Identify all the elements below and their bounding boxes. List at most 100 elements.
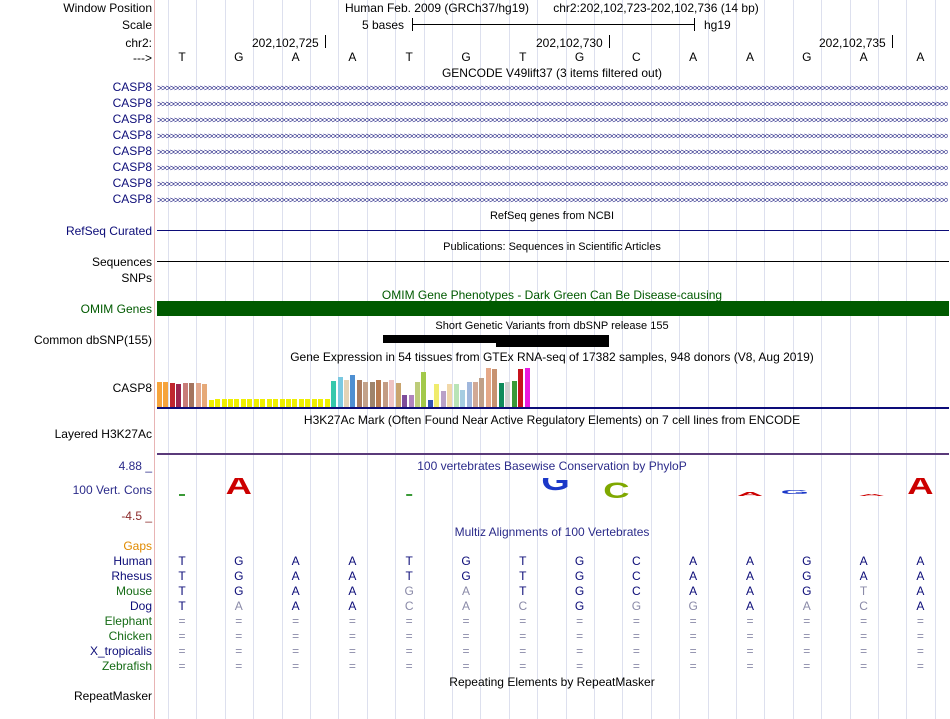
gencode-transcript-arrows[interactable]: >>>>>>>>>>>>>>>>>>>>>>>>>>>>>>>>>>>>>>>>…	[157, 147, 948, 157]
gtex-tissue-bar[interactable]	[466, 382, 472, 407]
gtex-tissue-bar[interactable]	[286, 399, 292, 407]
gtex-tissue-bar[interactable]	[389, 380, 395, 407]
gencode-transcript-arrows[interactable]: >>>>>>>>>>>>>>>>>>>>>>>>>>>>>>>>>>>>>>>>…	[157, 115, 948, 125]
gtex-tissue-bar[interactable]	[292, 399, 298, 407]
gtex-gene-label[interactable]: CASP8	[112, 381, 152, 395]
gtex-tissue-bar[interactable]	[356, 380, 362, 407]
gtex-tissue-bar[interactable]	[195, 383, 201, 407]
gencode-transcript-label[interactable]: CASP8	[112, 128, 152, 142]
gtex-tissue-bar[interactable]	[273, 399, 279, 407]
snps-track-label[interactable]: SNPs	[121, 271, 152, 285]
track-image-area[interactable]	[155, 0, 950, 719]
gencode-transcript-arrows[interactable]: >>>>>>>>>>>>>>>>>>>>>>>>>>>>>>>>>>>>>>>>…	[157, 131, 948, 141]
gtex-tissue-bar[interactable]	[382, 382, 388, 407]
gtex-tissue-bar[interactable]	[440, 391, 446, 407]
gtex-tissue-bar[interactable]	[189, 383, 195, 407]
gtex-tissue-bar[interactable]	[163, 382, 169, 407]
gtex-tissue-bar[interactable]	[305, 399, 311, 407]
gtex-tissue-bar[interactable]	[169, 383, 175, 407]
species-label[interactable]: Mouse	[115, 584, 152, 598]
gtex-tissue-bar[interactable]	[176, 384, 182, 407]
gencode-transcript-arrows[interactable]: >>>>>>>>>>>>>>>>>>>>>>>>>>>>>>>>>>>>>>>>…	[157, 83, 948, 93]
gencode-transcript-label[interactable]: CASP8	[112, 160, 152, 174]
repeatmasker-track-label[interactable]: RepeatMasker	[73, 689, 152, 703]
omim-track-label[interactable]: OMIM Genes	[80, 302, 152, 316]
gtex-tissue-bar[interactable]	[395, 383, 401, 407]
gtex-tissue-bar[interactable]	[234, 399, 240, 407]
gtex-tissue-bar[interactable]	[414, 382, 420, 407]
gtex-tissue-bar[interactable]	[408, 395, 414, 407]
gtex-bar-chart[interactable]	[157, 366, 949, 407]
gencode-transcript-label[interactable]: CASP8	[112, 176, 152, 190]
gencode-transcript-arrows[interactable]: >>>>>>>>>>>>>>>>>>>>>>>>>>>>>>>>>>>>>>>>…	[157, 195, 948, 205]
gtex-tissue-bar[interactable]	[369, 382, 375, 407]
gtex-tissue-bar[interactable]	[324, 399, 330, 407]
gtex-tissue-bar[interactable]	[427, 400, 433, 407]
gencode-transcript-label[interactable]: CASP8	[112, 144, 152, 158]
gtex-tissue-bar[interactable]	[337, 377, 343, 407]
h3k27ac-track-label[interactable]: Layered H3K27Ac	[54, 427, 152, 441]
species-label[interactable]: Dog	[129, 599, 152, 613]
gtex-tissue-bar[interactable]	[363, 382, 369, 407]
gtex-tissue-bar[interactable]	[331, 381, 337, 407]
gtex-tissue-bar[interactable]	[402, 395, 408, 407]
gtex-tissue-bar[interactable]	[240, 399, 246, 407]
gtex-tissue-bar[interactable]	[298, 399, 304, 407]
gtex-tissue-bar[interactable]	[221, 399, 227, 407]
species-label[interactable]: X_tropicalis	[89, 644, 152, 658]
gencode-transcript-arrows[interactable]: >>>>>>>>>>>>>>>>>>>>>>>>>>>>>>>>>>>>>>>>…	[157, 163, 948, 173]
gtex-tissue-bar[interactable]	[344, 380, 350, 407]
gtex-tissue-bar[interactable]	[524, 368, 530, 407]
gtex-tissue-bar[interactable]	[505, 382, 511, 407]
species-label[interactable]: Human	[113, 554, 152, 568]
gencode-transcript-label[interactable]: CASP8	[112, 112, 152, 126]
publications-line[interactable]	[157, 261, 949, 262]
species-label[interactable]: Elephant	[104, 614, 152, 628]
gtex-tissue-bar[interactable]	[498, 383, 504, 407]
gtex-tissue-bar[interactable]	[182, 383, 188, 407]
refseq-track-label[interactable]: RefSeq Curated	[65, 224, 152, 238]
gtex-tissue-bar[interactable]	[202, 384, 208, 407]
gtex-tissue-bar[interactable]	[215, 399, 221, 407]
gencode-transcript-label[interactable]: CASP8	[112, 96, 152, 110]
gtex-tissue-bar[interactable]	[460, 390, 466, 407]
gtex-tissue-bar[interactable]	[518, 369, 524, 407]
gtex-tissue-bar[interactable]	[279, 399, 285, 407]
gtex-tissue-bar[interactable]	[434, 384, 440, 407]
gencode-transcript-label[interactable]: CASP8	[112, 192, 152, 206]
species-label[interactable]: Chicken	[108, 629, 152, 643]
gtex-tissue-bar[interactable]	[511, 381, 517, 407]
gtex-tissue-bar[interactable]	[208, 400, 214, 407]
gtex-tissue-bar[interactable]	[247, 399, 253, 407]
gtex-tissue-bar[interactable]	[253, 399, 259, 407]
gtex-tissue-bar[interactable]	[260, 399, 266, 407]
gtex-tissue-bar[interactable]	[473, 382, 479, 407]
species-label[interactable]: Rhesus	[111, 569, 152, 583]
dbsnp-track-label[interactable]: Common dbSNP(155)	[33, 333, 152, 347]
alignment-base: =	[519, 644, 527, 658]
gtex-tissue-bar[interactable]	[266, 399, 272, 407]
gtex-tissue-bar[interactable]	[227, 399, 233, 407]
gtex-tissue-bar[interactable]	[318, 399, 324, 407]
gtex-tissue-bar[interactable]	[453, 384, 459, 407]
gtex-tissue-bar[interactable]	[492, 369, 498, 407]
gtex-tissue-bar[interactable]	[376, 380, 382, 407]
sequences-track-label[interactable]: Sequences	[91, 255, 152, 269]
omim-gene-bar[interactable]	[157, 301, 949, 316]
gtex-tissue-bar[interactable]	[485, 368, 491, 407]
gencode-transcript-arrows[interactable]: >>>>>>>>>>>>>>>>>>>>>>>>>>>>>>>>>>>>>>>>…	[157, 179, 948, 189]
gencode-transcript-arrows[interactable]: >>>>>>>>>>>>>>>>>>>>>>>>>>>>>>>>>>>>>>>>…	[157, 99, 948, 109]
gencode-transcript-label[interactable]: CASP8	[112, 80, 152, 94]
gtex-tissue-bar[interactable]	[447, 384, 453, 407]
gtex-tissue-bar[interactable]	[350, 375, 356, 407]
conservation-track-label[interactable]: 100 Vert. Cons	[72, 483, 152, 497]
species-label[interactable]: Zebrafish	[101, 659, 152, 673]
gtex-tissue-bar[interactable]	[479, 378, 485, 407]
dbsnp-variant-bar[interactable]	[496, 335, 609, 347]
gtex-tissue-bar[interactable]	[311, 399, 317, 407]
gtex-tissue-bar[interactable]	[421, 372, 427, 407]
refseq-gene-line[interactable]	[157, 230, 949, 231]
grid-line	[707, 0, 709, 719]
gtex-tissue-bar[interactable]	[157, 382, 163, 407]
